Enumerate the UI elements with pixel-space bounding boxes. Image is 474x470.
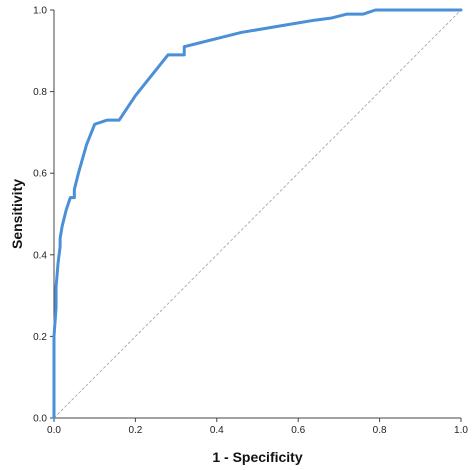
x-tick-label: 0.6 <box>291 425 305 436</box>
x-tick-label: 0.2 <box>128 425 142 436</box>
x-tick-label: 0.4 <box>210 425 224 436</box>
y-tick-label: 0.8 <box>33 87 47 98</box>
x-tick-label: 0.0 <box>47 425 61 436</box>
x-tick-label: 1.0 <box>454 425 468 436</box>
y-tick-label: 0.6 <box>33 169 47 180</box>
y-tick-labels: 0.0 0.2 0.4 0.6 0.8 1.0 <box>33 6 47 425</box>
x-axis-title: 1 - Specificity <box>212 449 302 465</box>
y-tick-label: 0.4 <box>33 250 47 261</box>
y-tick-label: 0.0 <box>33 414 47 425</box>
roc-curve <box>52 8 463 420</box>
roc-series-line <box>52 8 463 420</box>
reference-line <box>53 9 462 419</box>
y-axis-title: Sensitivity <box>9 179 25 249</box>
y-tick-label: 0.2 <box>33 332 47 343</box>
x-tick-label: 0.8 <box>373 425 387 436</box>
reference-diagonal-line <box>53 9 462 419</box>
x-tick-labels: 0.0 0.2 0.4 0.6 0.8 1.0 <box>47 425 468 436</box>
y-tick-label: 1.0 <box>33 6 47 17</box>
